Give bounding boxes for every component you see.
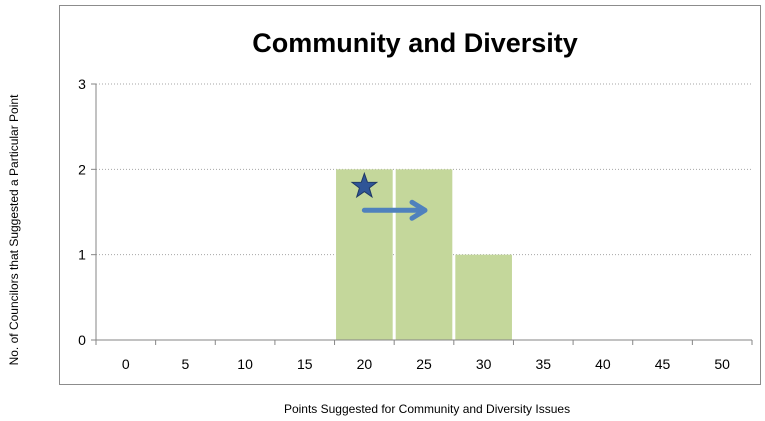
- x-tick-label-35: 35: [535, 356, 551, 372]
- annotation-layer: [350, 171, 428, 221]
- y-axis-title: No. of Councilors that Suggested a Parti…: [7, 94, 21, 365]
- x-tick-label-5: 5: [182, 356, 190, 372]
- star-icon: [350, 171, 379, 199]
- bar-25: [395, 169, 453, 340]
- bar-layer: [336, 169, 512, 340]
- chart-title: Community and Diversity: [252, 28, 578, 58]
- x-tick-label-20: 20: [357, 356, 373, 372]
- x-axis-title: Points Suggested for Community and Diver…: [284, 402, 570, 416]
- x-tick-label-15: 15: [297, 356, 313, 372]
- x-tick-label-45: 45: [655, 356, 671, 372]
- x-tick-label-40: 40: [595, 356, 611, 372]
- grid-layer: [96, 83, 752, 256]
- x-tick-label-30: 30: [476, 356, 492, 372]
- y-tick-label-0: 0: [78, 332, 86, 348]
- arrow-icon: [361, 199, 428, 221]
- y-tick-label-1: 1: [78, 247, 86, 263]
- axis-layer: [91, 83, 753, 345]
- x-tick-label-50: 50: [714, 356, 730, 372]
- bar-20: [336, 169, 393, 340]
- y-tick-label-3: 3: [78, 76, 86, 92]
- bar-30: [455, 254, 512, 340]
- x-tick-label-10: 10: [237, 356, 253, 372]
- x-tick-label-25: 25: [416, 356, 432, 372]
- y-tick-label-2: 2: [78, 161, 86, 177]
- x-tick-label-0: 0: [122, 356, 130, 372]
